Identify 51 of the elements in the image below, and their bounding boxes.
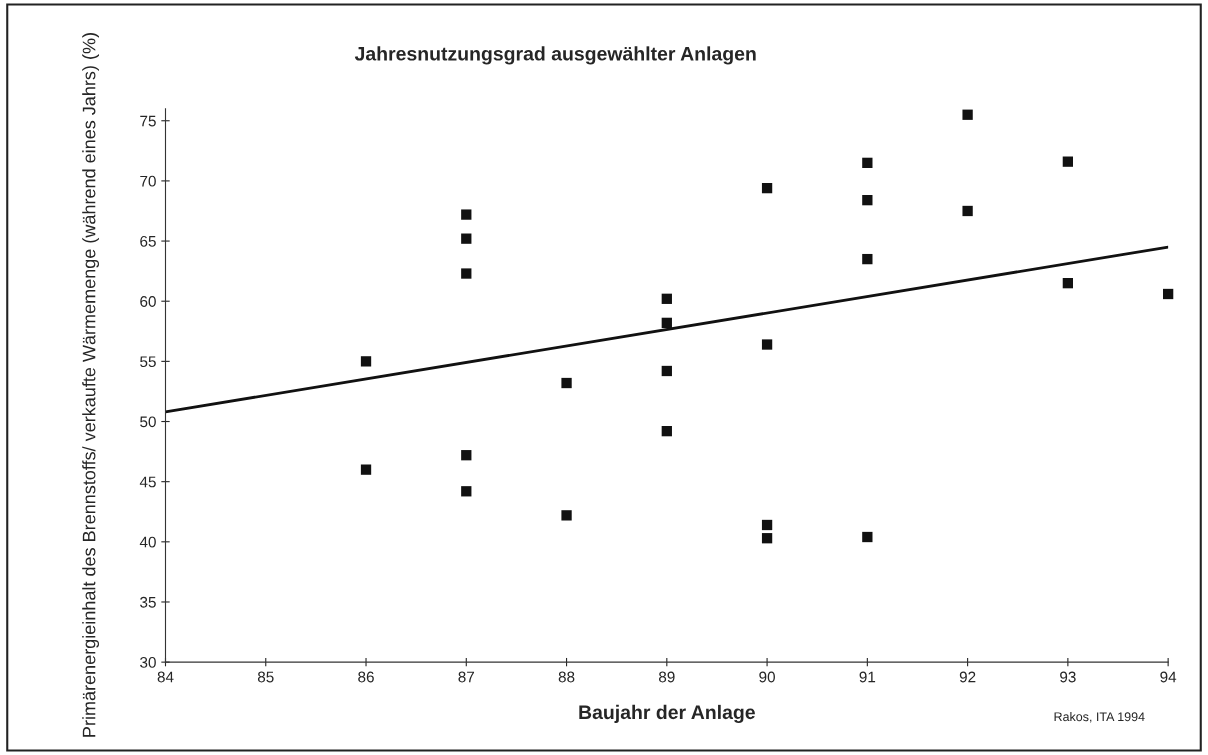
point — [561, 377, 572, 389]
y-axis-title: Primärenergieinhalt des Brennstoffs/ verkaufte Wärmemenge (während eines Jahrs) (%) — [82, 33, 100, 737]
point — [862, 531, 873, 543]
x-axis-title: Baujahr der Anlage — [579, 704, 755, 724]
y-tick-label: 40 — [139, 536, 156, 548]
chart-title: Jahresnutzungsgrad ausgewählter Anlagen — [354, 46, 756, 65]
y-tick-label: 70 — [140, 175, 156, 187]
y-tick-label: 50 — [140, 416, 156, 428]
point — [461, 209, 472, 220]
y-tick-label: 75 — [140, 115, 156, 127]
point — [1062, 278, 1074, 289]
point — [461, 450, 472, 461]
text: Rakos, ITA 1994 — [1054, 711, 1145, 723]
point — [461, 233, 472, 244]
point — [962, 109, 973, 120]
x-tick-label: 88 — [558, 671, 575, 683]
point — [1062, 156, 1074, 167]
point — [761, 519, 773, 531]
x-tick-label: 94 — [1160, 671, 1177, 683]
x-tick-label: 85 — [257, 671, 274, 683]
point — [661, 293, 672, 304]
x-tick-label: 92 — [959, 671, 976, 683]
point — [461, 486, 472, 497]
point — [661, 365, 672, 377]
x-tick-label: 91 — [859, 671, 876, 683]
point — [761, 182, 773, 194]
y-tick-label: 30 — [140, 657, 156, 668]
point — [962, 205, 973, 217]
x-tick-label: 84 — [157, 671, 174, 683]
x-tick-label: 93 — [1060, 671, 1076, 683]
x-tick-label: 90 — [759, 671, 775, 683]
point — [360, 464, 372, 475]
y-tick-label: 65 — [140, 235, 156, 247]
point — [862, 195, 873, 206]
x-tick-label: 87 — [458, 671, 475, 683]
y-tick-label: 55 — [140, 356, 156, 368]
point — [661, 425, 672, 437]
point — [862, 157, 873, 169]
point — [561, 510, 572, 521]
point — [461, 268, 472, 279]
y-tick-label: 45 — [139, 476, 156, 488]
point — [1162, 288, 1174, 300]
point — [761, 339, 773, 350]
point — [661, 317, 672, 329]
point — [360, 356, 372, 367]
point — [761, 533, 773, 544]
point — [862, 253, 873, 265]
x-tick-label: 89 — [658, 671, 675, 683]
x-tick-label: 86 — [358, 671, 374, 683]
y-tick-label: 35 — [140, 596, 156, 608]
y-tick-label: 60 — [140, 296, 156, 307]
